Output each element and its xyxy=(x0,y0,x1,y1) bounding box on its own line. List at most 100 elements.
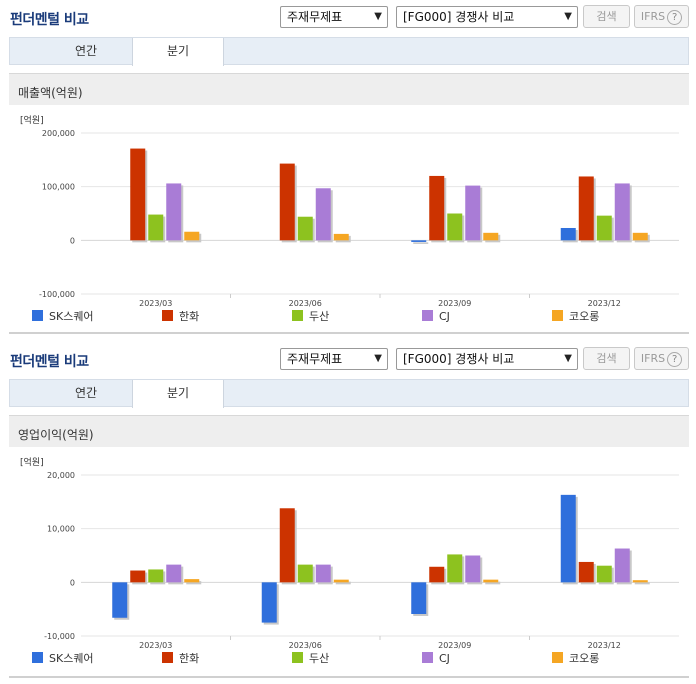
bar-shadow xyxy=(413,242,429,244)
bar[interactable] xyxy=(411,240,427,242)
bar[interactable] xyxy=(614,548,630,583)
legend-swatch xyxy=(292,652,303,663)
bar[interactable] xyxy=(333,579,349,583)
bar[interactable] xyxy=(483,232,499,241)
bar[interactable] xyxy=(261,582,277,623)
legend-label: SK스퀘어 xyxy=(49,652,94,665)
tab-quarterly[interactable]: 분기 xyxy=(132,380,224,408)
chevron-down-icon: ▼ xyxy=(564,11,572,22)
legend-item: 코오롱 xyxy=(552,652,599,666)
unit-label: [억원] xyxy=(20,114,44,126)
bar-shadow xyxy=(634,582,650,585)
bar[interactable] xyxy=(184,579,200,583)
operating-profit-bar-chart: [억원]20,000 10,000 0 -10,000 2023/03 2023/06 20… xyxy=(20,456,679,650)
unit-label: [억원] xyxy=(20,456,44,468)
legend-label: 두산 xyxy=(309,310,330,323)
x-tick-label: 2023/06 xyxy=(289,641,322,650)
bar[interactable] xyxy=(465,185,481,241)
tab-quarterly[interactable]: 분기 xyxy=(132,38,224,66)
bar[interactable] xyxy=(411,582,427,614)
chart-header: 영업이익(억원) xyxy=(9,415,689,447)
panel-divider xyxy=(9,676,689,678)
bar[interactable] xyxy=(315,564,331,583)
peer-group-select[interactable]: [FG000] 경쟁사 비교 ▼ xyxy=(396,6,578,28)
x-tick-label: 2023/12 xyxy=(588,299,621,308)
bar[interactable] xyxy=(596,215,612,241)
bar[interactable] xyxy=(596,565,612,583)
legend-swatch xyxy=(292,310,303,321)
bar[interactable] xyxy=(279,508,295,583)
x-tick-label: 2023/09 xyxy=(438,299,471,308)
legend-item: 한화 xyxy=(162,652,199,666)
bar[interactable] xyxy=(560,227,576,241)
tab-annual[interactable]: 연간 xyxy=(74,44,98,58)
help-icon: ? xyxy=(667,352,683,367)
peer-group-select-value: [FG000] 경쟁사 비교 xyxy=(403,10,515,24)
statement-select[interactable]: 주재무제표 ▼ xyxy=(280,348,388,370)
ifrs-button[interactable]: IFRS? xyxy=(634,5,689,28)
tab-annual[interactable]: 연간 xyxy=(74,386,98,400)
legend-swatch xyxy=(32,652,43,663)
bar-shadow xyxy=(335,581,351,585)
chevron-down-icon: ▼ xyxy=(374,353,382,364)
bar[interactable] xyxy=(315,188,331,241)
bar[interactable] xyxy=(632,232,648,241)
bar[interactable] xyxy=(483,579,499,583)
revenue-bar-chart: [억원] 200,000 100,000 0 -100,000 2023/03 2023/0… xyxy=(20,114,679,308)
statement-select-value: 주재무제표 xyxy=(287,352,343,366)
legend-swatch xyxy=(422,310,433,321)
bar[interactable] xyxy=(297,564,313,583)
bar[interactable] xyxy=(148,569,164,583)
chart-title: 영업이익(억원) xyxy=(18,428,94,442)
legend-label: 한화 xyxy=(179,310,200,323)
y-tick-label: 20,000 xyxy=(47,471,75,480)
bar-shadow xyxy=(186,581,202,585)
bar[interactable] xyxy=(632,580,648,583)
bar[interactable] xyxy=(447,213,463,241)
legend-swatch xyxy=(552,652,563,663)
bar[interactable] xyxy=(578,176,594,241)
ifrs-button[interactable]: IFRS? xyxy=(634,347,689,370)
bar[interactable] xyxy=(447,554,463,583)
panel-header: 펀더멘털 비교 주재무제표 ▼ [FG000] 경쟁사 비교 ▼ 검색 IFRS… xyxy=(0,0,696,32)
peer-group-select-value: [FG000] 경쟁사 비교 xyxy=(403,352,515,366)
legend-label: 두산 xyxy=(309,652,330,665)
search-button-label: 검색 xyxy=(596,10,617,23)
legend-item: 두산 xyxy=(292,652,329,666)
search-button[interactable]: 검색 xyxy=(583,5,630,28)
bar[interactable] xyxy=(166,183,182,241)
chart-title: 매출액(억원) xyxy=(18,86,83,100)
bar[interactable] xyxy=(184,231,200,241)
statement-select[interactable]: 주재무제표 ▼ xyxy=(280,6,388,28)
period-tabs: 연간 분기 xyxy=(9,37,689,66)
legend-label: 코오롱 xyxy=(569,310,600,323)
bar[interactable] xyxy=(112,582,128,618)
y-tick-label: -10,000 xyxy=(44,632,75,641)
bar[interactable] xyxy=(614,183,630,241)
legend-item: CJ xyxy=(422,652,450,666)
bar[interactable] xyxy=(333,233,349,241)
x-tick-label: 2023/03 xyxy=(139,299,172,308)
bar[interactable] xyxy=(578,561,594,583)
bar[interactable] xyxy=(465,555,481,583)
statement-select-value: 주재무제표 xyxy=(287,10,343,24)
search-button[interactable]: 검색 xyxy=(583,347,630,370)
bar[interactable] xyxy=(130,570,146,583)
bar[interactable] xyxy=(148,214,164,241)
y-tick-label: 200,000 xyxy=(42,129,75,138)
panel-title: 펀더멘털 비교 xyxy=(10,12,89,28)
legend-item: 한화 xyxy=(162,310,199,324)
bar[interactable] xyxy=(297,216,313,241)
peer-group-select[interactable]: [FG000] 경쟁사 비교 ▼ xyxy=(396,348,578,370)
bar[interactable] xyxy=(279,163,295,241)
chart-legend: SK스퀘어 한화 두산 CJ 코오롱 xyxy=(9,310,689,326)
legend-label: CJ xyxy=(439,310,450,323)
bar[interactable] xyxy=(429,175,445,241)
fundamental-panel-revenue: 펀더멘털 비교 주재무제표 ▼ [FG000] 경쟁사 비교 ▼ 검색 IFRS… xyxy=(0,0,696,336)
bar[interactable] xyxy=(130,148,146,241)
bar[interactable] xyxy=(429,566,445,583)
bar[interactable] xyxy=(166,564,182,583)
legend-swatch xyxy=(162,310,173,321)
legend-item: 코오롱 xyxy=(552,310,599,324)
bar[interactable] xyxy=(560,494,576,583)
